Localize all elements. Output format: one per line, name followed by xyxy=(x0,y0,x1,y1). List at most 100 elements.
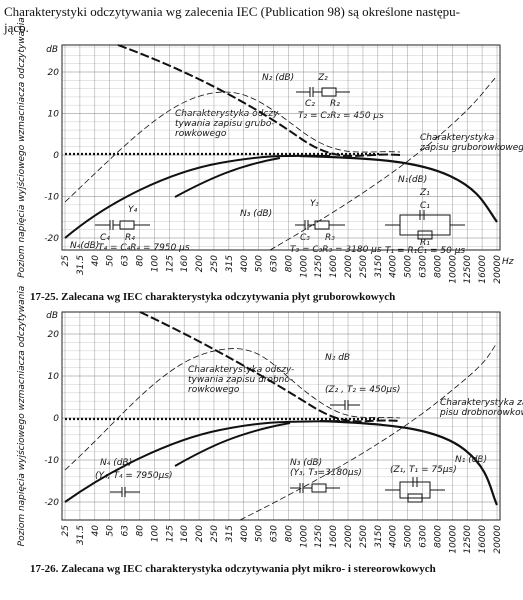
x-tick-label: 8000 xyxy=(433,525,443,548)
x-tick-label: 40 xyxy=(91,255,101,267)
x-tick-label: 25 xyxy=(61,255,71,267)
y-tick-label: 10 xyxy=(48,372,60,382)
x-tick-label: 1000 xyxy=(299,255,309,278)
y-tick-label: -20 xyxy=(44,234,59,244)
x-tick-label: 1600 xyxy=(329,525,339,548)
annotation: tywania zapisu drobno- xyxy=(188,375,293,385)
annotation: Y₃ xyxy=(310,199,319,209)
x-tick-label: 63 xyxy=(121,525,131,537)
x-tick-label: 315 xyxy=(225,255,235,272)
annotation: (Y₃, T₃=3180μs) xyxy=(290,468,362,478)
x-tick-label: 2500 xyxy=(359,255,369,278)
x-tick-label: 1600 xyxy=(329,255,339,278)
header-line: Charakterystyki odczytywania wg zaleceni… xyxy=(4,4,460,19)
annotation: T₄ = C₄R₄ = 7950 μs xyxy=(98,243,190,253)
x-tick-label: 12500 xyxy=(463,255,473,284)
annotation: pisu drobnorowkowego xyxy=(439,408,523,418)
x-tick-label: 6300 xyxy=(419,525,429,548)
annotation: tywania zapisu grubo- xyxy=(175,119,275,129)
x-tick-label: 20000 xyxy=(493,525,503,554)
x-tick-label: 1000 xyxy=(299,525,309,548)
x-tick-label: 100 xyxy=(150,255,160,272)
y-tick-label: -10 xyxy=(44,456,59,466)
x-tick-label: 25 xyxy=(61,525,71,537)
annotation: N₄ (dB) xyxy=(100,458,132,468)
x-tick-label: 125 xyxy=(165,525,175,542)
annotation: Z₁ xyxy=(419,188,430,198)
x-tick-label: 400 xyxy=(240,255,250,272)
annotation: C₁ xyxy=(420,201,430,211)
y-tick-label: 20 xyxy=(48,330,60,340)
x-tick-label: 50 xyxy=(106,525,116,537)
x-tick-label: 250 xyxy=(210,525,220,542)
x-tick-label: 1250 xyxy=(314,255,324,278)
x-tick-label: 4000 xyxy=(389,525,399,548)
annotation: (Z₁, T₁ = 75μs) xyxy=(390,465,457,475)
figure-2-curves xyxy=(64,311,498,521)
annotation: N₃ (dB) xyxy=(240,209,272,219)
x-tick-label: 500 xyxy=(255,525,265,542)
y-tick-label: -20 xyxy=(44,498,59,508)
x-tick-label: 20000 xyxy=(493,255,503,284)
y-tick-label: 20 xyxy=(48,68,60,78)
annotation: N₃ (dB) xyxy=(290,458,322,468)
x-tick-label: 630 xyxy=(270,255,280,272)
x-tick-label: 630 xyxy=(270,525,280,542)
x-tick-label: 2500 xyxy=(359,525,369,548)
x-tick-label: 200 xyxy=(195,255,205,272)
x-tick-label: 8000 xyxy=(433,255,443,278)
annotation: Z₂ xyxy=(317,73,328,83)
x-tick-label: 160 xyxy=(180,255,190,272)
annotation: rowkowego xyxy=(175,129,227,139)
x-tick-label: 12500 xyxy=(463,525,473,554)
y-unit: dB xyxy=(46,45,58,55)
x-tick-label: 31.5 xyxy=(76,525,86,545)
plot-frame xyxy=(61,311,501,521)
annotation: Y₄ xyxy=(128,205,137,215)
y-tick-label: -10 xyxy=(44,193,59,203)
x-tick-label: 400 xyxy=(240,525,250,542)
annotation: zapisu gruborowkowego xyxy=(419,143,523,153)
x-tick-label: 16000 xyxy=(478,255,488,284)
y-tick-label: 10 xyxy=(48,110,60,120)
x-tick-label: 3150 xyxy=(374,255,384,278)
annotation: T₂ = C₂R₂ = 450 μs xyxy=(298,111,384,121)
annotation: N₄(dB) xyxy=(70,241,99,251)
x-tick-label: 2000 xyxy=(344,255,354,278)
x-tick-label: 63 xyxy=(121,255,131,267)
annotation: Charakterystyka xyxy=(420,133,494,143)
x-tick-label: 315 xyxy=(225,525,235,542)
x-tick-label: 5000 xyxy=(404,525,414,548)
x-tick-label: 160 xyxy=(180,525,190,542)
annotation: (Y₄, T₄ = 7950μs) xyxy=(95,471,173,481)
y-tick-label: 0 xyxy=(53,414,59,424)
plot-frame xyxy=(61,44,501,251)
x-tick-label: 10000 xyxy=(448,255,458,284)
annotation: R₂ xyxy=(330,99,340,109)
x-tick-label: 40 xyxy=(91,525,101,537)
y-axis-label: Poziom napięcia wyjściowego wzmacniacza … xyxy=(16,17,27,278)
x-tick-label: 1250 xyxy=(314,525,324,548)
figure-1-curves xyxy=(64,44,498,251)
x-unit: Hz xyxy=(502,257,514,267)
x-tick-label: 31.5 xyxy=(76,255,86,275)
caption: 17-26. Zalecana wg IEC charakterystyka o… xyxy=(30,563,436,575)
y-tick-label: 0 xyxy=(53,151,59,161)
x-tick-label: 200 xyxy=(195,525,205,542)
header-line: jąco. xyxy=(3,20,29,35)
x-tick-label: 4000 xyxy=(389,255,399,278)
annotation: (Z₂ , T₂ = 450μs) xyxy=(325,385,400,395)
annotation: Charakterystyka odczy- xyxy=(188,365,294,375)
x-tick-label: 80 xyxy=(135,525,145,537)
annotation: T₁ = R₁C₁ = 50 μs xyxy=(385,246,465,256)
x-tick-label: 6300 xyxy=(419,255,429,278)
annotation: Charakterystyka za- xyxy=(440,398,523,408)
y-unit: dB xyxy=(46,311,58,321)
annotation: R₁ xyxy=(420,238,430,248)
x-tick-label: 10000 xyxy=(448,525,458,554)
x-tick-label: 2000 xyxy=(344,525,354,548)
caption: 17-25. Zalecana wg IEC charakterystyka o… xyxy=(30,291,395,303)
y-axis-label: Poziom napięcia wyjściowego wzmacniacza … xyxy=(16,286,27,547)
x-tick-label: 80 xyxy=(135,255,145,267)
